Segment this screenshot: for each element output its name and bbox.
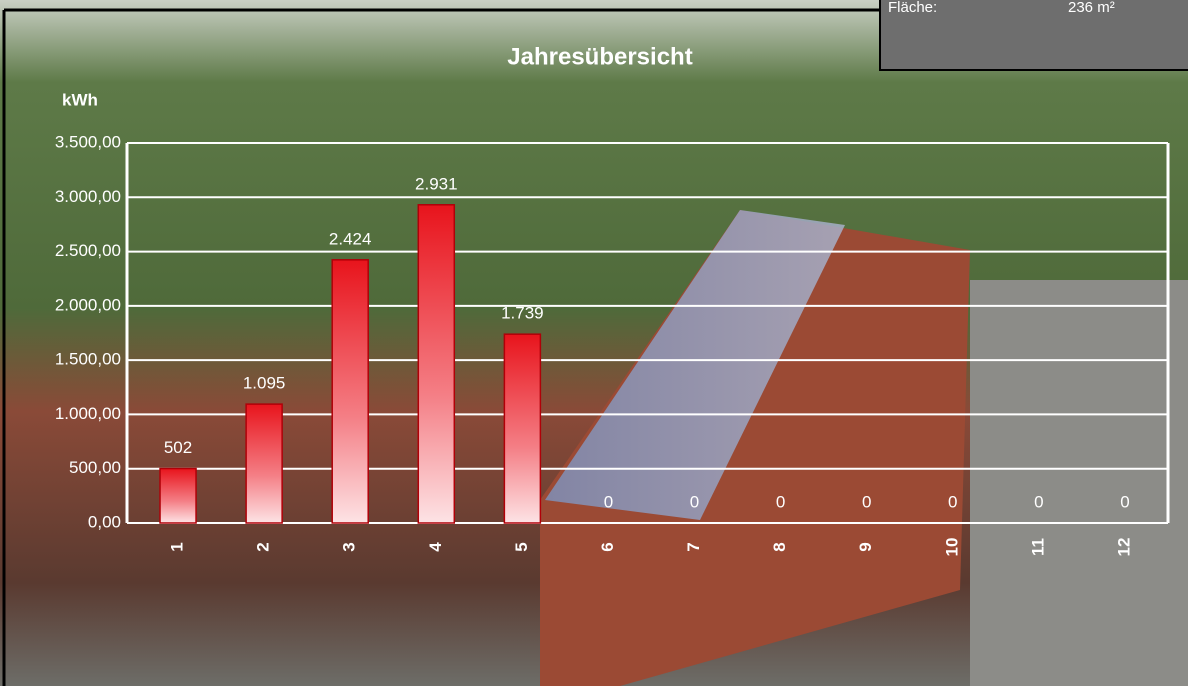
value-label: 0 (604, 492, 613, 511)
background-yard (970, 280, 1188, 686)
value-label: 0 (776, 492, 785, 511)
background-roof (540, 210, 970, 686)
x-tick-label: 6 (598, 542, 617, 551)
x-tick-label: 4 (426, 542, 445, 552)
x-tick-label: 2 (254, 542, 273, 551)
y-tick-label: 0,00 (88, 512, 121, 531)
value-label: 2.931 (415, 174, 458, 193)
value-label: 1.095 (243, 374, 286, 393)
y-tick-label: 1.500,00 (55, 350, 121, 369)
y-tick-label: 1.000,00 (55, 404, 121, 423)
info-value: 236 m² (1068, 0, 1115, 16)
value-label: 502 (164, 438, 192, 457)
value-label: 0 (690, 492, 699, 511)
value-label: 0 (862, 492, 871, 511)
value-label: 2.424 (329, 229, 372, 248)
y-tick-label: 3.000,00 (55, 187, 121, 206)
bar (245, 403, 283, 524)
y-tick-label: 2.000,00 (55, 295, 121, 314)
y-tick-label: 500,00 (69, 458, 121, 477)
value-label: 1.739 (501, 304, 544, 323)
y-axis-label: kWh (62, 90, 98, 109)
y-tick-label: 2.500,00 (55, 241, 121, 260)
chart-title: Jahresübersicht (507, 43, 692, 70)
x-tick-label: 10 (942, 538, 961, 557)
info-box (879, 0, 1188, 71)
x-tick-label: 7 (684, 542, 703, 551)
x-tick-label: 8 (770, 542, 789, 551)
y-tick-label: 3.500,00 (55, 132, 121, 151)
x-tick-label: 11 (1028, 538, 1047, 556)
bar (503, 333, 542, 524)
x-tick-label: 12 (1114, 538, 1133, 557)
bar (331, 259, 369, 524)
x-tick-label: 1 (168, 542, 187, 551)
bar (417, 204, 456, 524)
info-label: Fläche: (888, 0, 937, 16)
background-panels (545, 210, 845, 520)
value-label: 0 (948, 492, 957, 511)
bar (159, 467, 197, 524)
x-tick-label: 3 (340, 542, 359, 551)
value-label: 0 (1120, 492, 1129, 511)
x-tick-label: 5 (512, 542, 531, 551)
value-label: 0 (1034, 492, 1043, 511)
x-tick-label: 9 (856, 542, 875, 551)
